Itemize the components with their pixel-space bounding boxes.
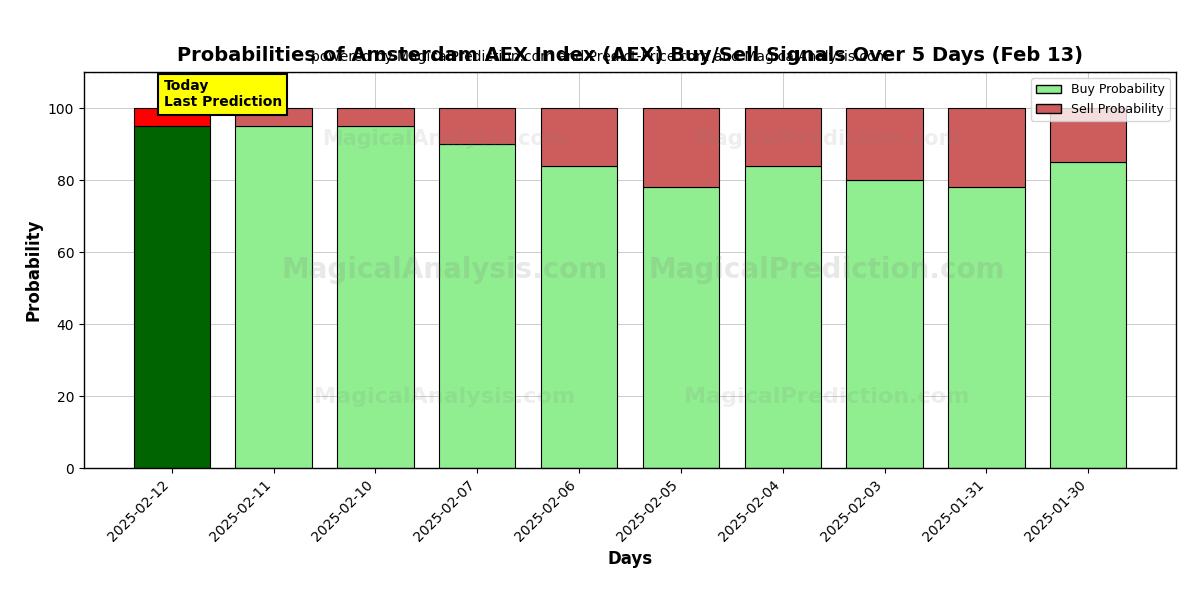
Text: MagicalPrediction.com: MagicalPrediction.com (692, 130, 960, 149)
Bar (133, 126, 210, 468)
Bar (337, 108, 414, 126)
Bar (643, 108, 719, 187)
Bar (1050, 108, 1127, 162)
Bar (744, 166, 821, 468)
Text: Today
Last Prediction: Today Last Prediction (163, 79, 282, 109)
Bar (541, 108, 617, 166)
Text: MagicalAnalysis.com: MagicalAnalysis.com (281, 256, 607, 284)
Title: Probabilities of Amsterdam AEX Index (AEX) Buy/Sell Signals Over 5 Days (Feb 13): Probabilities of Amsterdam AEX Index (AE… (178, 46, 1084, 65)
Bar (337, 126, 414, 468)
Bar (948, 108, 1025, 187)
Bar (643, 187, 719, 468)
Bar (744, 108, 821, 166)
Text: MagicalPrediction.com: MagicalPrediction.com (684, 387, 970, 407)
Bar (948, 187, 1025, 468)
Bar (235, 108, 312, 126)
Text: MagicalAnalysis.com: MagicalAnalysis.com (313, 387, 575, 407)
Bar (439, 144, 516, 468)
Bar (133, 108, 210, 126)
Text: MagicalPrediction.com: MagicalPrediction.com (648, 256, 1004, 284)
Bar (846, 108, 923, 180)
Y-axis label: Probability: Probability (24, 219, 42, 321)
X-axis label: Days: Days (607, 550, 653, 568)
Bar (846, 180, 923, 468)
Legend: Buy Probability, Sell Probability: Buy Probability, Sell Probability (1031, 78, 1170, 121)
Bar (235, 126, 312, 468)
Bar (1050, 162, 1127, 468)
Text: MagicalAnalysis.com: MagicalAnalysis.com (322, 130, 566, 149)
Bar (541, 166, 617, 468)
Bar (439, 108, 516, 144)
Text: powered by MagicalPrediction.com and Predict-Price.com and MagicalAnalysis.com: powered by MagicalPrediction.com and Pre… (311, 50, 889, 64)
